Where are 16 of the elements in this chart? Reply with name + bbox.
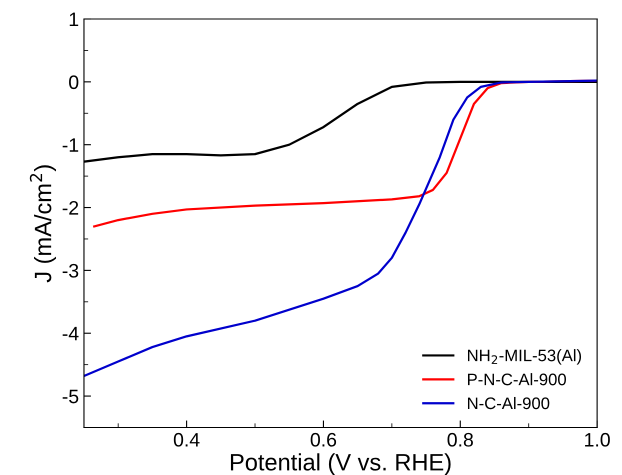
y-tick-label: -3 (62, 264, 78, 278)
x-axis-title: Potential (V vs. RHE) (230, 453, 451, 475)
y-tick-label: 1 (70, 12, 78, 26)
legend-label: P-N-C-Al-900 (468, 373, 566, 386)
x-tick-label: 0.4 (174, 432, 200, 447)
legend-label: N-C-Al-900 (468, 396, 550, 410)
x-tick-label: 1.0 (585, 432, 610, 447)
y-tick-label: -5 (62, 390, 78, 404)
y-tick-label: -2 (62, 201, 78, 215)
x-tick-label: 0.8 (448, 432, 473, 447)
y-tick-label: -1 (62, 138, 78, 152)
legend-label: NH$_{2}$-MIL-53(Al) (468, 349, 582, 365)
y-tick-label: -4 (62, 326, 79, 340)
y-tick-label: 0 (69, 75, 78, 90)
y-axis-title: J (mA/cm$^{2}$) (30, 165, 56, 282)
x-tick-label: 0.6 (310, 432, 336, 447)
